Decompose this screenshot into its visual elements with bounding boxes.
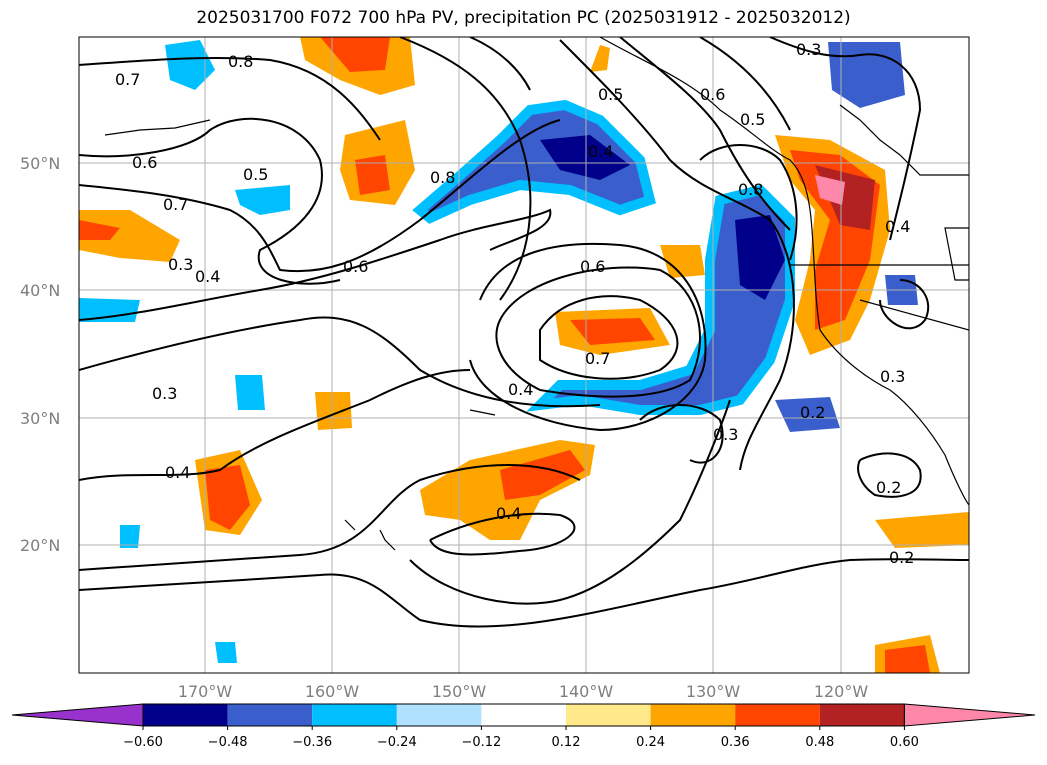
coastlines bbox=[104, 37, 969, 551]
contour-label: 0.2 bbox=[800, 403, 825, 422]
contour-label: 0.5 bbox=[243, 165, 268, 184]
lon-label: 140°W bbox=[559, 682, 614, 701]
lat-label: 50°N bbox=[20, 154, 60, 173]
contour-label: 0.3 bbox=[880, 367, 905, 386]
colorbar: −0.60 −0.48 −0.36 −0.24 −0.12 0.12 0.24 0.36 0.4… bbox=[11, 703, 1036, 750]
colorbar-tick-label: −0.24 bbox=[377, 735, 417, 750]
contour-label: 0.4 bbox=[588, 142, 613, 161]
lon-label: 160°W bbox=[305, 682, 360, 701]
contour-labels: 0.7 0.8 0.6 0.5 0.7 0.3 0.4 0.8 0.6 0.4 … bbox=[115, 40, 914, 567]
map-gridlines bbox=[79, 37, 969, 673]
colorbar-frame bbox=[142, 703, 905, 727]
contour-label: 0.4 bbox=[885, 217, 910, 236]
contour-label: 0.6 bbox=[580, 257, 605, 276]
colorbar-segment bbox=[481, 704, 566, 726]
contour-label: 0.4 bbox=[165, 463, 190, 482]
colorbar-segment bbox=[566, 704, 651, 726]
colorbar-extend-low bbox=[11, 703, 144, 727]
map-plot-area: 0.7 0.8 0.6 0.5 0.7 0.3 0.4 0.8 0.6 0.4 … bbox=[79, 37, 969, 673]
lat-label: 20°N bbox=[20, 536, 60, 555]
contour-label: 0.8 bbox=[228, 52, 253, 71]
colorbar-segment bbox=[819, 704, 905, 726]
longitude-labels: 170°W 160°W 150°W 140°W 130°W 120°W bbox=[178, 682, 869, 701]
contour-label: 0.2 bbox=[889, 548, 914, 567]
colorbar-tick-label: 0.12 bbox=[552, 735, 581, 750]
contour-label: 0.4 bbox=[496, 504, 521, 523]
colorbar-tick-label: −0.36 bbox=[292, 735, 332, 750]
colorbar-tick-label: 0.48 bbox=[805, 735, 834, 750]
colorbar-segment bbox=[396, 704, 482, 726]
contour-label: 0.6 bbox=[700, 85, 725, 104]
lat-label: 30°N bbox=[20, 409, 60, 428]
latitude-labels: 50°N 40°N 30°N 20°N bbox=[20, 154, 60, 555]
contour-label: 0.5 bbox=[598, 85, 623, 104]
contour-label: 0.6 bbox=[343, 257, 368, 276]
lon-label: 170°W bbox=[178, 682, 233, 701]
colorbar-segment bbox=[650, 704, 736, 726]
contour-label: 0.4 bbox=[508, 380, 533, 399]
colorbar-segment bbox=[143, 704, 228, 726]
contour-label: 0.3 bbox=[796, 40, 821, 59]
colorbar-tick-label: 0.24 bbox=[636, 735, 665, 750]
contour-label: 0.2 bbox=[876, 478, 901, 497]
contour-label: 0.3 bbox=[152, 384, 177, 403]
contour-label: 0.7 bbox=[115, 70, 140, 89]
colorbar-tick-label: 0.36 bbox=[721, 735, 750, 750]
colorbar-extend-high bbox=[903, 703, 1036, 727]
colorbar-tick-label: −0.48 bbox=[208, 735, 248, 750]
colorbar-segment bbox=[227, 704, 313, 726]
contour-label: 0.4 bbox=[195, 267, 220, 286]
lat-label: 40°N bbox=[20, 281, 60, 300]
lon-label: 120°W bbox=[814, 682, 869, 701]
colorbar-tick-label: 0.60 bbox=[890, 735, 919, 750]
colorbar-tick-label: −0.12 bbox=[461, 735, 501, 750]
contour-label: 0.7 bbox=[585, 349, 610, 368]
colorbar-tick-label: −0.60 bbox=[123, 735, 163, 750]
contour-label: 0.3 bbox=[168, 255, 193, 274]
contour-label: 0.8 bbox=[738, 180, 763, 199]
colorbar-segment bbox=[735, 704, 820, 726]
pv-contours bbox=[79, 37, 969, 628]
contour-label: 0.6 bbox=[132, 153, 157, 172]
lon-label: 130°W bbox=[686, 682, 741, 701]
colorbar-segment bbox=[312, 704, 397, 726]
contour-label: 0.5 bbox=[740, 110, 765, 129]
map-title: 2025031700 F072 700 hPa PV, precipitatio… bbox=[196, 8, 851, 28]
map-frame bbox=[78, 36, 970, 674]
contour-label: 0.3 bbox=[713, 425, 738, 444]
contour-label: 0.8 bbox=[430, 168, 455, 187]
contour-label: 0.7 bbox=[163, 195, 188, 214]
lon-label: 150°W bbox=[432, 682, 487, 701]
